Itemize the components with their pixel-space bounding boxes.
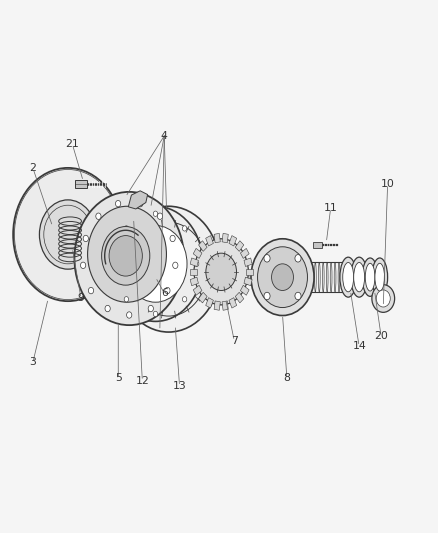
Circle shape (88, 287, 94, 294)
Ellipse shape (340, 257, 357, 297)
Circle shape (153, 211, 158, 216)
Circle shape (194, 239, 248, 305)
Circle shape (117, 206, 220, 332)
Circle shape (83, 235, 88, 241)
Polygon shape (229, 297, 237, 308)
Text: 11: 11 (324, 203, 338, 213)
Polygon shape (198, 292, 207, 303)
Circle shape (88, 206, 166, 302)
Circle shape (295, 255, 301, 262)
Text: 21: 21 (65, 139, 79, 149)
Text: 10: 10 (381, 179, 395, 189)
Polygon shape (206, 297, 213, 308)
Polygon shape (235, 292, 244, 303)
Circle shape (295, 292, 301, 300)
Ellipse shape (375, 263, 385, 291)
Circle shape (206, 253, 237, 290)
Polygon shape (206, 236, 213, 246)
Polygon shape (229, 236, 237, 246)
Circle shape (165, 287, 170, 294)
Circle shape (81, 262, 86, 269)
Circle shape (74, 192, 184, 325)
Circle shape (112, 261, 117, 266)
Polygon shape (190, 258, 198, 266)
Circle shape (264, 292, 270, 300)
Circle shape (39, 200, 96, 269)
Circle shape (102, 227, 150, 285)
Circle shape (124, 226, 129, 231)
Polygon shape (193, 285, 202, 295)
Bar (75, 180, 87, 188)
Polygon shape (198, 241, 207, 252)
Ellipse shape (354, 263, 364, 292)
Circle shape (127, 312, 132, 318)
Text: 8: 8 (283, 374, 290, 383)
Circle shape (116, 200, 121, 207)
Circle shape (108, 206, 203, 321)
Circle shape (124, 296, 129, 302)
Circle shape (109, 236, 142, 276)
Circle shape (182, 296, 187, 302)
Text: 9: 9 (78, 294, 85, 303)
Text: 7: 7 (231, 336, 238, 346)
Text: 20: 20 (374, 331, 388, 341)
Circle shape (13, 168, 123, 301)
Circle shape (105, 305, 110, 312)
Circle shape (251, 239, 314, 316)
Polygon shape (222, 301, 228, 310)
Polygon shape (244, 277, 252, 286)
Circle shape (264, 255, 270, 262)
Polygon shape (244, 258, 252, 266)
Polygon shape (214, 233, 220, 243)
Ellipse shape (343, 263, 354, 292)
Text: 3: 3 (29, 358, 36, 367)
Polygon shape (190, 277, 198, 286)
Text: 2: 2 (29, 163, 36, 173)
Polygon shape (128, 191, 148, 209)
Circle shape (138, 200, 143, 207)
Circle shape (124, 225, 187, 302)
Text: 6: 6 (161, 288, 168, 298)
Polygon shape (246, 269, 253, 275)
Polygon shape (240, 285, 249, 295)
Ellipse shape (351, 257, 367, 297)
Circle shape (258, 247, 307, 308)
Ellipse shape (362, 258, 378, 296)
Polygon shape (214, 301, 220, 310)
Circle shape (194, 261, 199, 266)
Text: 4: 4 (161, 131, 168, 141)
Text: 5: 5 (115, 374, 122, 383)
Circle shape (157, 213, 162, 220)
Polygon shape (190, 269, 197, 275)
Circle shape (173, 262, 178, 269)
Polygon shape (222, 233, 228, 243)
Text: 12: 12 (135, 376, 149, 386)
Ellipse shape (365, 263, 375, 291)
Text: 14: 14 (352, 342, 366, 351)
Polygon shape (240, 248, 249, 259)
Circle shape (153, 311, 158, 317)
Circle shape (96, 213, 101, 220)
Polygon shape (193, 248, 202, 259)
Text: 13: 13 (173, 382, 187, 391)
Polygon shape (235, 241, 244, 252)
Circle shape (170, 235, 175, 241)
Circle shape (182, 226, 187, 231)
Circle shape (372, 285, 395, 312)
Ellipse shape (372, 258, 388, 296)
Bar (313, 242, 322, 248)
Circle shape (148, 305, 153, 312)
Circle shape (376, 290, 390, 307)
Circle shape (272, 264, 293, 290)
